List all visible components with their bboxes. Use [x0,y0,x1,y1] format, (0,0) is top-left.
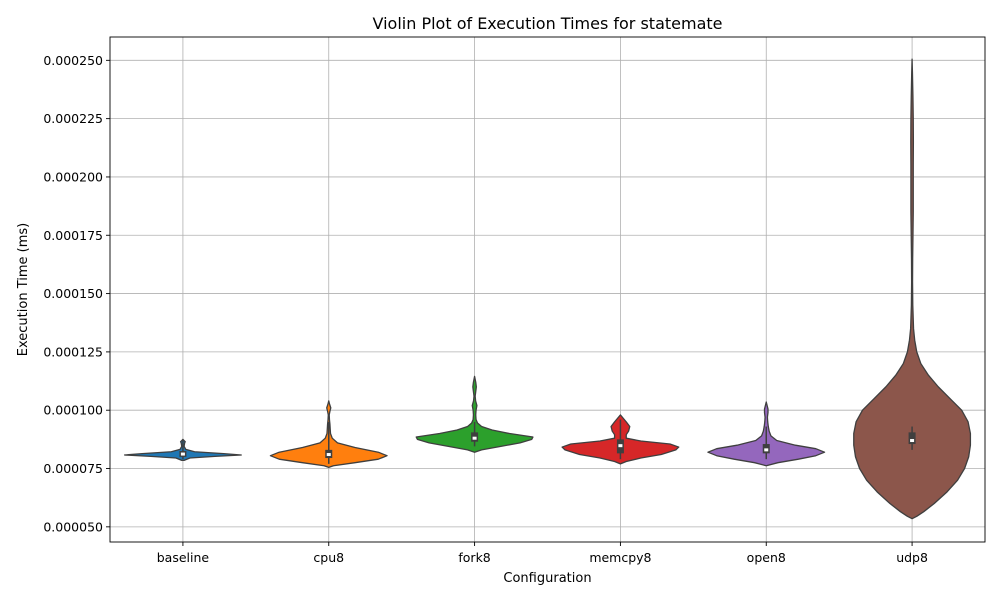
violins [123,58,972,520]
median-baseline [180,452,185,456]
y-tick-label: 0.000050 [43,519,103,534]
y-tick-label: 0.000100 [43,403,103,418]
x-tick-label: cpu8 [313,550,344,565]
median-cpu8 [326,453,331,457]
y-tick-label: 0.000150 [43,286,103,301]
median-memcpy8 [618,444,623,448]
y-axis-label: Execution Time (ms) [16,223,31,356]
median-open8 [764,448,769,452]
y-tick-label: 0.000250 [43,53,103,68]
x-tick-label: open8 [747,550,786,565]
y-tick-label: 0.000200 [43,169,103,184]
axes: 0.000050 0.000075 0.000100 0.000125 0.000150… [43,53,928,565]
x-tick-label: fork8 [458,550,490,565]
median-udp8 [910,439,915,443]
iqr-box-udp8 [908,432,916,445]
y-tick-label: 0.000225 [43,111,103,126]
violin-fork8 [415,375,534,453]
chart-title: Violin Plot of Execution Times for state… [373,14,723,33]
y-tick-label: 0.000075 [43,461,103,476]
median-fork8 [472,436,477,440]
x-tick-label: memcpy8 [589,550,651,565]
violin-udp8 [853,58,972,520]
x-axis-label: Configuration [503,571,591,586]
x-tick-label: udp8 [896,550,928,565]
y-tick-label: 0.000125 [43,344,103,359]
x-tick-label: baseline [157,550,210,565]
plot-frame [109,36,986,543]
y-tick-label: 0.000175 [43,228,103,243]
grid-lines [110,37,985,542]
